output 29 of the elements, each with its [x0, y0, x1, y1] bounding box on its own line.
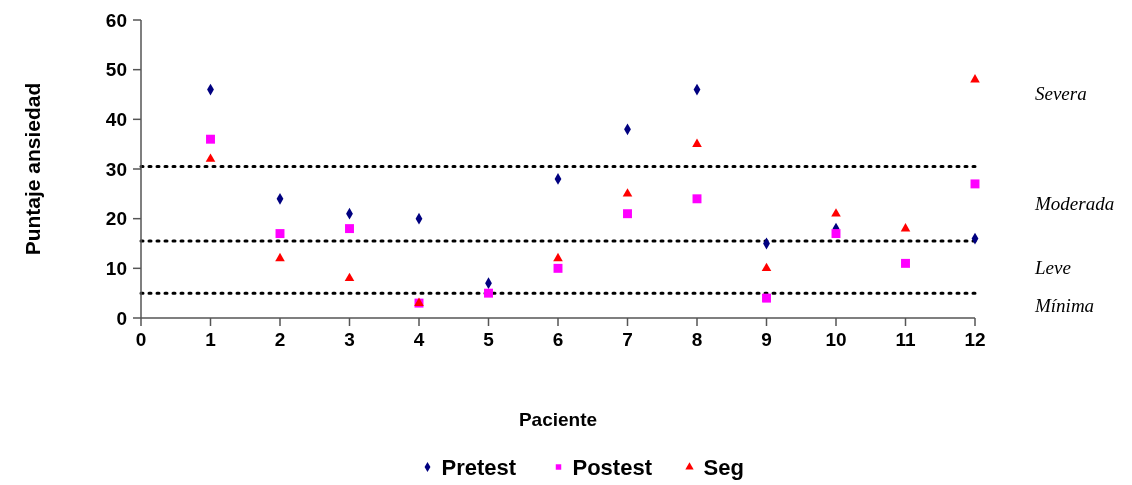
- text: Moderada: [1034, 193, 1115, 215]
- text: Leve: [1034, 256, 1071, 278]
- text: Mínima: [1034, 295, 1095, 317]
- y-tick-label: 30: [105, 158, 127, 180]
- y-tick-label: 0: [116, 307, 127, 329]
- x-tick-label: 6: [552, 329, 564, 350]
- legend-label: Pretest: [441, 454, 517, 480]
- x-tick-label: 0: [135, 329, 147, 350]
- y-tick-label: 10: [105, 257, 127, 279]
- x-axis-title: Paciente: [518, 409, 598, 430]
- x-tick-label: 12: [964, 329, 986, 350]
- x-tick-label: 7: [622, 329, 633, 350]
- y-axis-title: Puntaje ansiedad: [21, 82, 44, 256]
- x-tick-label: 4: [413, 329, 425, 350]
- x-tick-label: 8: [691, 329, 703, 350]
- x-tick-label: 9: [761, 329, 772, 350]
- x-tick-label: 10: [825, 329, 847, 350]
- legend-label: Postest: [572, 454, 653, 480]
- x-tick-label: 2: [274, 329, 286, 350]
- x-tick-label: 1: [205, 329, 217, 350]
- x-tick-label: 3: [344, 329, 355, 350]
- x-tick-label: 11: [895, 329, 916, 350]
- x-tick-label: 5: [483, 329, 495, 350]
- legend-label: Seg: [703, 454, 744, 480]
- y-tick-label: 40: [105, 108, 127, 130]
- y-tick-label: 60: [105, 9, 127, 31]
- y-tick-label: 50: [105, 59, 127, 81]
- y-tick-label: 20: [105, 208, 127, 230]
- text: Severa: [1035, 82, 1087, 104]
